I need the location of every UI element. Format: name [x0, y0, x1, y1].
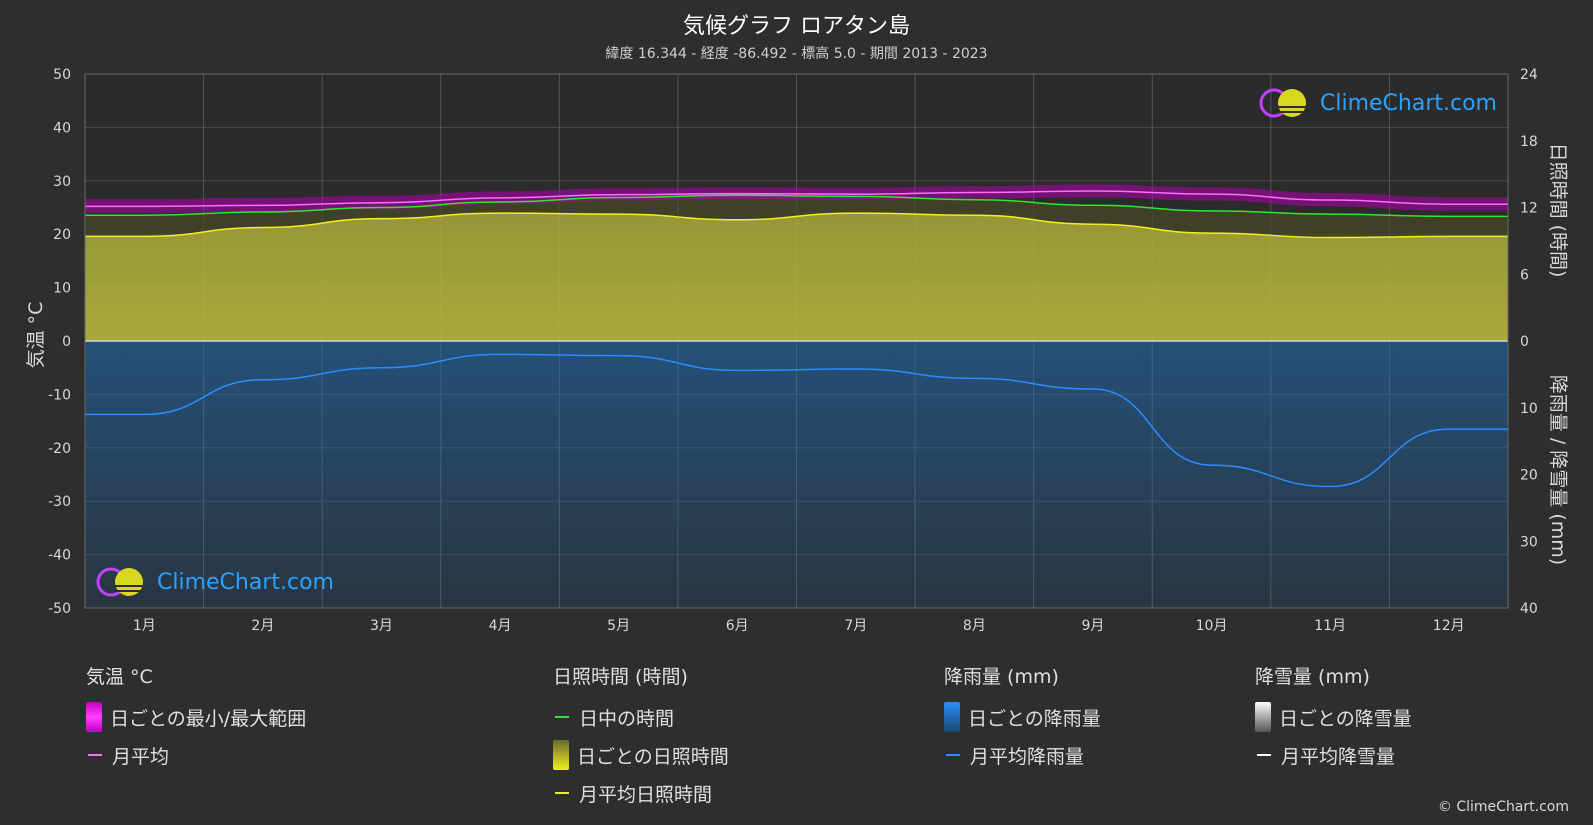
y-tick-right-sun: 0 — [1520, 334, 1529, 350]
chart-title: 気候グラフ ロアタン島 — [683, 14, 910, 39]
legend-temperature: 気温 °C 日ごとの最小/最大範囲 月平均 — [86, 662, 306, 774]
legend-label: 日ごとの降雨量 — [968, 707, 1101, 730]
brand-name: ClimeChart.com — [1320, 90, 1497, 116]
temp-range-band — [85, 184, 1508, 213]
x-tick: 4月 — [489, 618, 512, 634]
legend-item-sunshine-mean: 月平均日照時間 — [553, 774, 729, 812]
legend-label: 日ごとの最小/最大範囲 — [110, 707, 307, 730]
y-tick-right-sun: 12 — [1520, 201, 1538, 217]
x-tick: 2月 — [251, 618, 274, 634]
y-tick-left: 30 — [53, 174, 71, 190]
legend-item-daily-snow: 日ごとの降雪量 — [1255, 698, 1412, 736]
brand-logo-top[interactable]: ClimeChart.com — [1258, 86, 1497, 120]
legend-label: 月平均 — [112, 745, 170, 768]
axes: 50 40 30 20 10 0 -10 -20 -30 -40 -50 24 18 12 6 0 10 20 30… — [48, 67, 1538, 634]
legend-snow: 降雪量 (mm) 日ごとの降雪量 月平均降雪量 — [1255, 662, 1412, 774]
x-tick: 6月 — [726, 618, 749, 634]
y-tick-right-rain: 20 — [1520, 468, 1538, 484]
y-tick-right-sun: 18 — [1520, 134, 1538, 150]
x-tick: 10月 — [1196, 618, 1228, 634]
temp-mean-line — [85, 190, 1508, 208]
data-fills — [85, 184, 1508, 608]
daylight-swatch — [555, 716, 569, 718]
y-tick-left: -50 — [48, 601, 71, 617]
plot-frame — [84, 73, 1509, 609]
y-tick-right-sun: 6 — [1520, 267, 1529, 283]
legend-label: 日中の時間 — [579, 707, 675, 730]
x-tick: 12月 — [1433, 618, 1465, 634]
brand-name: ClimeChart.com — [157, 569, 334, 595]
legend-label: 月平均降雪量 — [1281, 745, 1396, 768]
legend-item-daylight: 日中の時間 — [553, 698, 729, 736]
y-tick-right-rain: 40 — [1520, 601, 1538, 617]
climechart-logo-icon — [96, 567, 143, 597]
data-lines — [84, 190, 1508, 488]
x-tick: 11月 — [1314, 618, 1346, 634]
climechart-logo-icon — [1259, 88, 1306, 118]
y-tick-right-sun: 24 — [1520, 67, 1538, 83]
x-tick: 3月 — [370, 618, 393, 634]
legend-header: 降雪量 (mm) — [1255, 666, 1370, 688]
x-tick: 9月 — [1081, 618, 1104, 634]
daily-snow-swatch — [1255, 702, 1271, 732]
y-tick-right-rain: 30 — [1520, 534, 1538, 550]
y-tick-left: -10 — [48, 387, 71, 403]
brand-logo-bottom[interactable]: ClimeChart.com — [95, 565, 334, 599]
x-tick: 8月 — [963, 618, 986, 634]
y-tick-left: 40 — [53, 120, 71, 136]
copyright-text: © ClimeChart.com — [1437, 799, 1569, 815]
y-tick-left: 0 — [62, 334, 71, 350]
legend-label: 月平均日照時間 — [579, 783, 713, 806]
rain-mean-line — [85, 353, 1508, 488]
daily-sunshine-swatch — [553, 740, 569, 770]
sunshine-mean-line — [85, 212, 1508, 239]
legend-label: 日ごとの降雪量 — [1279, 707, 1412, 730]
snow-mean-swatch — [1257, 754, 1271, 756]
y-tick-left: 10 — [53, 281, 71, 297]
temp-mean-swatch — [88, 754, 102, 756]
legend-label: 月平均降雨量 — [970, 745, 1085, 768]
daylight-line — [84, 194, 1508, 218]
legend-header: 降雨量 (mm) — [944, 666, 1059, 688]
legend-label: 日ごとの日照時間 — [577, 745, 729, 768]
chart-subtitle: 緯度 16.344 - 経度 -86.492 - 標高 5.0 - 期間 201… — [605, 46, 988, 62]
y-axis-right-top-label: 日照時間 (時間) — [1547, 143, 1569, 278]
legend-sunshine: 日照時間 (時間) 日中の時間 日ごとの日照時間 月平均日照時間 — [553, 662, 729, 812]
climate-chart: 50 40 30 20 10 0 -10 -20 -30 -40 -50 24 18 12 6 0 10 20 30… — [25, 67, 1569, 634]
x-tick: 7月 — [844, 618, 867, 634]
y-tick-left: -40 — [48, 548, 71, 564]
legend-item-rain-mean: 月平均降雨量 — [944, 736, 1101, 774]
temp-range-swatch — [86, 702, 102, 732]
y-tick-left: -30 — [48, 494, 71, 510]
legend-item-temp-range: 日ごとの最小/最大範囲 — [86, 698, 306, 736]
x-tick: 1月 — [133, 618, 156, 634]
legend-rain: 降雨量 (mm) 日ごとの降雨量 月平均降雨量 — [944, 662, 1101, 774]
y-tick-left: 50 — [53, 67, 71, 83]
legend-item-daily-sunshine: 日ごとの日照時間 — [553, 736, 729, 774]
legend-header: 日照時間 (時間) — [553, 666, 688, 688]
legend-item-temp-mean: 月平均 — [86, 736, 306, 774]
y-tick-left: 20 — [53, 227, 71, 243]
daily-rain-swatch — [944, 702, 960, 732]
legend-item-daily-rain: 日ごとの降雨量 — [944, 698, 1101, 736]
y-axis-right-bottom-label: 降雨量 / 降雪量 (mm) — [1547, 375, 1569, 565]
y-tick-right-rain: 10 — [1520, 401, 1538, 417]
y-axis-left-label: 気温 °C — [25, 302, 47, 369]
rain-mean-swatch — [946, 754, 960, 756]
x-tick: 5月 — [607, 618, 630, 634]
legend-item-snow-mean: 月平均降雪量 — [1255, 736, 1412, 774]
rain-area — [85, 341, 1508, 608]
sunshine-area — [85, 213, 1508, 341]
sunshine-mean-swatch — [555, 792, 569, 794]
legend-header: 気温 °C — [86, 666, 153, 688]
y-tick-left: -20 — [48, 441, 71, 457]
